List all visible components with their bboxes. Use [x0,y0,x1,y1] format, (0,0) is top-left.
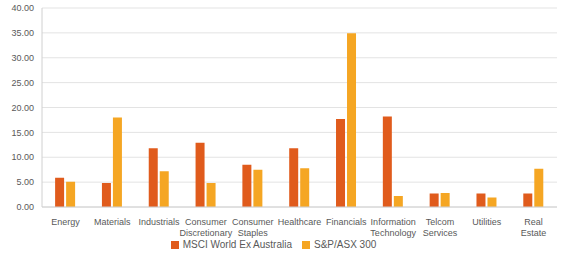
svg-text:40.00: 40.00 [11,3,34,13]
svg-text:ConsumerDiscretionary: ConsumerDiscretionary [180,217,233,238]
svg-text:30.00: 30.00 [11,53,34,63]
svg-text:20.00: 20.00 [11,103,34,113]
svg-text:Energy: Energy [51,217,80,227]
html-text:MSCI World Ex Australia: MSCI World Ex Australia [182,239,292,250]
html-text:S&P/ASX 300: S&P/ASX 300 [314,239,377,250]
svg-text:25.00: 25.00 [11,78,34,88]
svg-text:Industrials: Industrials [139,217,181,227]
svg-text:Healthcare: Healthcare [278,217,322,227]
svg-text:35.00: 35.00 [11,28,34,38]
svg-text:Utilities: Utilities [472,217,502,227]
svg-text:10.00: 10.00 [11,152,34,162]
svg-text:Materials: Materials [94,217,131,227]
svg-text:5.00: 5.00 [16,177,34,187]
svg-text:InformationTechnology: InformationTechnology [370,217,416,238]
svg-text:RealEstate: RealEstate [521,217,547,238]
svg-text:TelcomServices: TelcomServices [423,217,458,238]
svg-text:15.00: 15.00 [11,128,34,138]
svg-text:0.00: 0.00 [16,202,34,212]
svg-text:ConsumerStaples: ConsumerStaples [232,217,274,238]
svg-text:Financials: Financials [326,217,367,227]
